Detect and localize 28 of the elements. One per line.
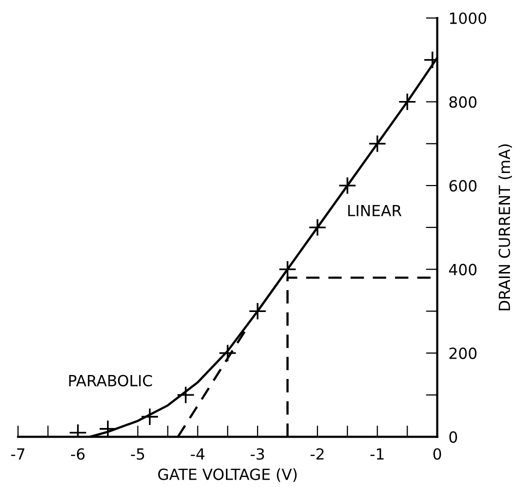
- annotation: LINEAR: [348, 205, 402, 216]
- point: [368, 134, 386, 153]
- y-axis-title: DRAIN CURRENT (mA): [498, 144, 512, 310]
- x-tick-label: -3: [250, 448, 264, 460]
- point: [176, 386, 195, 404]
- annotation: PARABOLIC: [69, 374, 152, 386]
- y-tick-label: 0: [449, 431, 458, 443]
- point: [98, 420, 117, 437]
- point: [218, 344, 237, 362]
- point: [338, 176, 356, 195]
- point: [140, 408, 159, 426]
- x-tick-label: -5: [130, 448, 144, 460]
- y-tick-label: 1000: [450, 12, 486, 24]
- y-tick-label: 800: [449, 96, 476, 108]
- x-tick-label: -7: [11, 448, 24, 460]
- x-tick-label: 0: [433, 448, 442, 460]
- y-tick-label: 600: [449, 180, 476, 192]
- y-tick-label: 200: [449, 348, 476, 360]
- x-tick-label: -6: [71, 448, 85, 460]
- point: [398, 92, 416, 111]
- x-tick-label: -4: [190, 448, 204, 460]
- point: [278, 260, 297, 278]
- point: [248, 302, 267, 320]
- x-axis-title: GATE VOLTAGE (V): [158, 468, 297, 482]
- y-tick-label: 400: [449, 264, 476, 276]
- point: [308, 218, 327, 236]
- x-tick-label: -1: [370, 448, 384, 460]
- x-tick-label: -2: [310, 448, 324, 460]
